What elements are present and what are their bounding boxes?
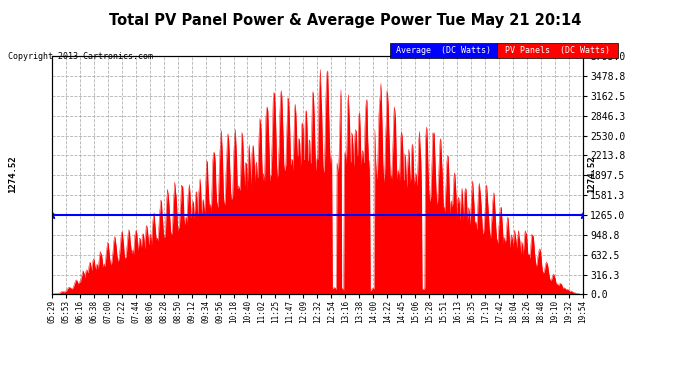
Text: Average  (DC Watts): Average (DC Watts) xyxy=(396,46,491,55)
Text: Copyright 2013 Cartronics.com: Copyright 2013 Cartronics.com xyxy=(8,52,153,61)
Text: 1274.52: 1274.52 xyxy=(8,156,17,193)
Text: PV Panels  (DC Watts): PV Panels (DC Watts) xyxy=(504,46,610,55)
Text: 1274.52: 1274.52 xyxy=(587,156,597,193)
Text: Total PV Panel Power & Average Power Tue May 21 20:14: Total PV Panel Power & Average Power Tue… xyxy=(109,13,581,28)
